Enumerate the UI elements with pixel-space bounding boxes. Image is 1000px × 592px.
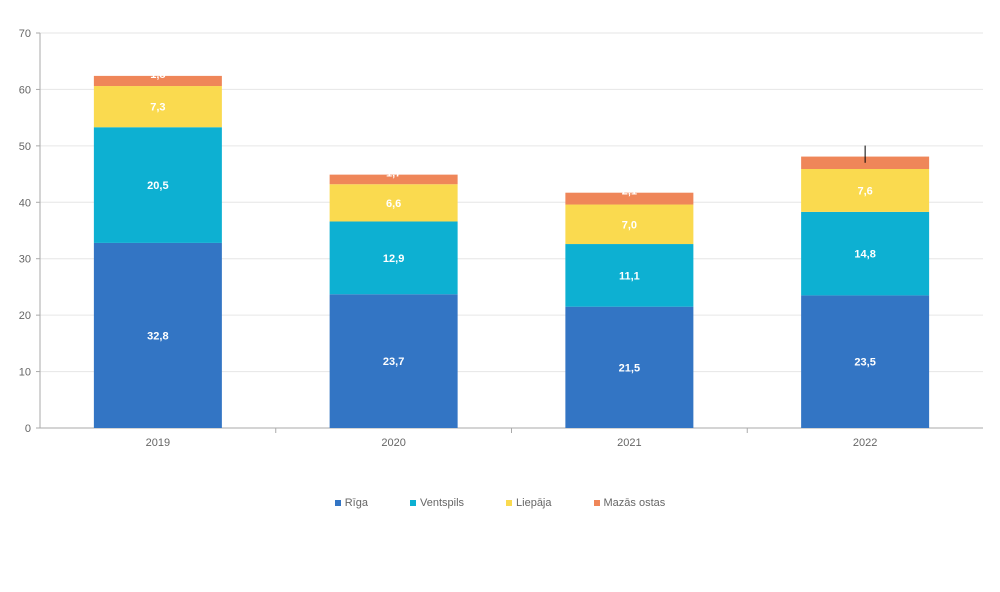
bar-segment xyxy=(93,86,222,128)
bar-segment xyxy=(93,75,222,87)
legend-label: Liepāja xyxy=(516,497,552,509)
y-tick-label: 10 xyxy=(19,367,31,379)
data-label: 14,8 xyxy=(854,249,875,261)
bar-segment xyxy=(329,221,458,295)
y-tick-label: 60 xyxy=(19,84,31,96)
legend: Rīga Ventspils Liepāja Mazās ostas xyxy=(0,494,1000,512)
legend-swatch xyxy=(593,500,600,506)
legend-label: Ventspils xyxy=(419,497,465,509)
legend-item[interactable]: Rīga xyxy=(334,494,368,512)
y-tick-label: 70 xyxy=(19,28,31,40)
legend-item[interactable]: Liepāja xyxy=(506,494,552,512)
legend-label: Mazās ostas xyxy=(603,497,666,509)
data-label: 1,8 xyxy=(150,69,165,81)
y-tick-label: 20 xyxy=(19,310,31,322)
legend-swatch xyxy=(506,500,513,506)
legend-item[interactable]: Mazās ostas xyxy=(593,494,666,512)
data-label: 32,8 xyxy=(147,330,168,342)
data-label: 12,9 xyxy=(383,253,404,265)
bar-segment xyxy=(565,204,694,245)
data-label: 2,1 xyxy=(622,186,637,198)
data-label: 2,2 xyxy=(857,134,872,146)
data-label: 23,5 xyxy=(854,357,875,369)
y-tick-label: 50 xyxy=(19,141,31,153)
data-label: 11,1 xyxy=(619,270,640,282)
data-label: 23,7 xyxy=(383,356,404,368)
x-tick-label: 2022 xyxy=(853,437,877,449)
x-tick-label: 2020 xyxy=(381,437,405,449)
bar-segment xyxy=(565,192,694,205)
data-label: 7,3 xyxy=(150,102,165,114)
bar-segment xyxy=(801,211,930,296)
data-label: 7,6 xyxy=(857,185,872,197)
legend-item[interactable]: Ventspils xyxy=(409,494,465,512)
x-tick-label: 2019 xyxy=(146,437,170,449)
bar-segment xyxy=(93,242,222,428)
data-label: 7,0 xyxy=(622,219,637,231)
data-label: 20,5 xyxy=(147,180,168,192)
x-tick-label: 2021 xyxy=(617,437,641,449)
bar-segment xyxy=(329,294,458,428)
y-tick-label: 40 xyxy=(19,197,31,209)
y-tick-label: 0 xyxy=(25,423,31,435)
data-label: 21,5 xyxy=(619,362,640,374)
legend-label: Rīga xyxy=(344,497,368,509)
bar-segment xyxy=(329,174,458,185)
bar-segment xyxy=(801,168,930,212)
bar-segment xyxy=(93,127,222,243)
bar-segment xyxy=(565,244,694,307)
y-tick-label: 30 xyxy=(19,254,31,266)
data-label: 6,6 xyxy=(386,198,401,210)
stacked-bar-chart: 0 10 20 30 40 50 60 70 32,8 20,5 7,3 1,8 2019 23,7 12,… xyxy=(19,28,983,449)
bar-segment xyxy=(801,295,930,428)
bar-segment xyxy=(565,306,694,428)
legend-swatch xyxy=(334,500,341,506)
data-label: 1,7 xyxy=(386,168,401,180)
bar-segment xyxy=(329,184,458,222)
legend-swatch xyxy=(409,500,416,506)
